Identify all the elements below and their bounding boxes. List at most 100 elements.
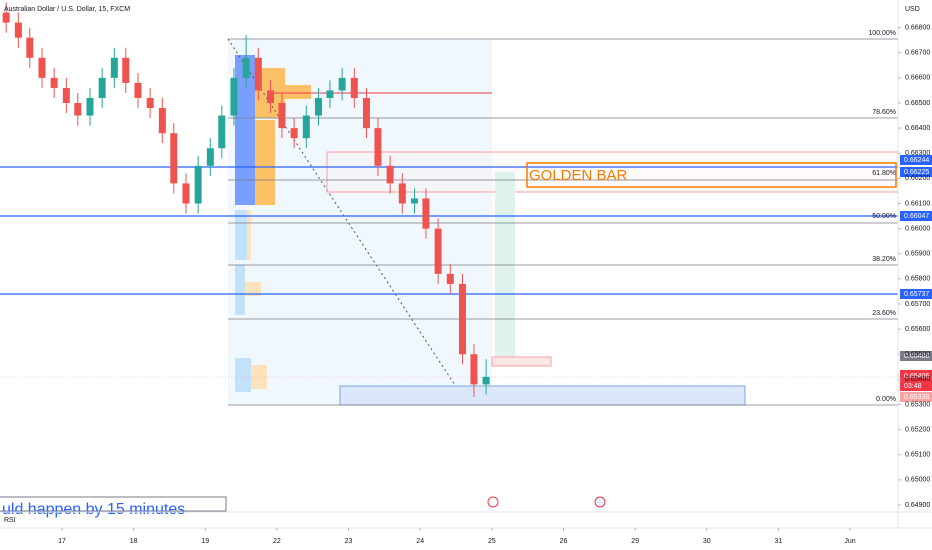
event-icon[interactable] — [487, 496, 499, 508]
y-tick-label: 0.66500 — [905, 100, 930, 107]
stop-zone — [491, 356, 552, 367]
y-tick-label: 0.66000 — [905, 225, 930, 232]
x-tick-label: 22 — [273, 538, 281, 545]
candle-body — [326, 90, 334, 98]
fib-label: 23.60% — [872, 310, 896, 317]
candle-body — [50, 77, 58, 88]
x-tick-label: 17 — [58, 538, 66, 545]
x-tick-label: 24 — [416, 538, 424, 545]
candle-body — [194, 165, 202, 204]
candle-body — [338, 77, 346, 91]
candle-body — [2, 12, 10, 23]
candle-body — [470, 354, 478, 385]
x-tick-label: 19 — [201, 538, 209, 545]
candle-body — [254, 57, 262, 91]
countdown: 03:48 — [904, 383, 922, 390]
price-tag: 0.65406 — [904, 373, 929, 380]
candle-body — [230, 77, 238, 116]
y-tick-label: 0.66400 — [905, 125, 930, 132]
candle-body — [62, 87, 70, 104]
fib-lines — [228, 38, 898, 406]
candle-body — [26, 37, 34, 58]
target-zone — [495, 172, 515, 357]
y-tick-label: 0.65900 — [905, 251, 930, 258]
candle-body — [86, 97, 94, 116]
event-icon[interactable] — [594, 496, 606, 508]
y-tick-label: 0.64900 — [905, 502, 930, 509]
chart-title: Australian Dollar / U.S. Dollar, 15, FXC… — [4, 6, 130, 13]
price-tag: 0.66225 — [904, 169, 929, 176]
candle-body — [170, 133, 178, 184]
x-tick-label: 25 — [488, 538, 496, 545]
horizontal-lines — [0, 166, 898, 295]
candle-body — [314, 97, 322, 116]
y-tick-label: 0.65000 — [905, 477, 930, 484]
candle-body — [218, 115, 226, 149]
candle-body — [290, 128, 298, 139]
candle-body — [446, 273, 454, 284]
candle-body — [422, 198, 430, 229]
candle-body — [74, 103, 82, 116]
y-tick-label: 0.65100 — [905, 452, 930, 459]
price-tag: 0.66047 — [904, 213, 929, 220]
candle-body — [134, 82, 142, 98]
y-tick-label: 0.65800 — [905, 276, 930, 283]
indicator-label: RSI — [4, 517, 16, 524]
fib-label: 38.20% — [872, 256, 896, 263]
x-tick-label: 23 — [345, 538, 353, 545]
candle-body — [278, 103, 286, 129]
y-tick-label: 0.66800 — [905, 24, 930, 31]
candle-body — [386, 165, 394, 184]
price-tag: 0.65737 — [904, 291, 929, 298]
candle-body — [110, 57, 118, 78]
candle-body — [410, 198, 418, 204]
candle-body — [122, 57, 130, 83]
x-tick-label: Jun — [844, 538, 855, 545]
y-tick-label: 0.65400 — [905, 376, 930, 383]
candle-body — [38, 57, 46, 78]
price-tag: 0.65488 — [904, 353, 929, 360]
golden-bar-label: GOLDEN BAR — [529, 167, 628, 184]
candle-body — [350, 77, 358, 98]
y-tick-label: 0.66300 — [905, 150, 930, 157]
x-tick-label: 29 — [631, 538, 639, 545]
candle-body — [242, 57, 250, 78]
price-tag: 0.66244 — [904, 157, 929, 164]
candle-body — [266, 90, 274, 104]
y-tick-label: 0.66100 — [905, 200, 930, 207]
candle-body — [362, 97, 370, 129]
y-tick-label: 0.65700 — [905, 301, 930, 308]
x-tick-label: 31 — [774, 538, 782, 545]
golden-bar-box — [526, 162, 897, 188]
candle-body — [14, 22, 22, 38]
y-tick-label: 0.65500 — [905, 351, 930, 358]
y-tick-label: 0.66200 — [905, 175, 930, 182]
blue-box — [339, 385, 746, 406]
candles — [2, 2, 490, 397]
candle-body — [398, 183, 406, 204]
price-tag: 0.65338 — [904, 394, 929, 401]
candle-body — [206, 148, 214, 166]
fib-label: 50.00% — [872, 213, 896, 220]
fib-label: 0.00% — [876, 396, 896, 403]
candle-body — [146, 97, 154, 109]
x-tick-label: 26 — [560, 538, 568, 545]
x-tick-label: 18 — [130, 538, 138, 545]
price-tags: 0.66244 0.66225 0.66047 0.65737 0.65488 … — [900, 155, 932, 402]
candle-body — [374, 128, 382, 166]
y-tick-label: 0.65200 — [905, 426, 930, 433]
candle-body — [98, 77, 106, 98]
y-tick-label: 0.65600 — [905, 326, 930, 333]
candle-body — [158, 108, 166, 134]
fib-label: 61.80% — [872, 170, 896, 177]
note-box — [0, 496, 227, 512]
fib-label: 78.60% — [872, 109, 896, 116]
x-tick-label: 30 — [703, 538, 711, 545]
y-tick-label: 0.66600 — [905, 75, 930, 82]
candle-body — [302, 115, 310, 139]
note: uld happen by 15 minutes — [2, 501, 185, 518]
candle-body — [182, 183, 190, 204]
candle-body — [434, 228, 442, 274]
candle-body — [458, 283, 466, 355]
